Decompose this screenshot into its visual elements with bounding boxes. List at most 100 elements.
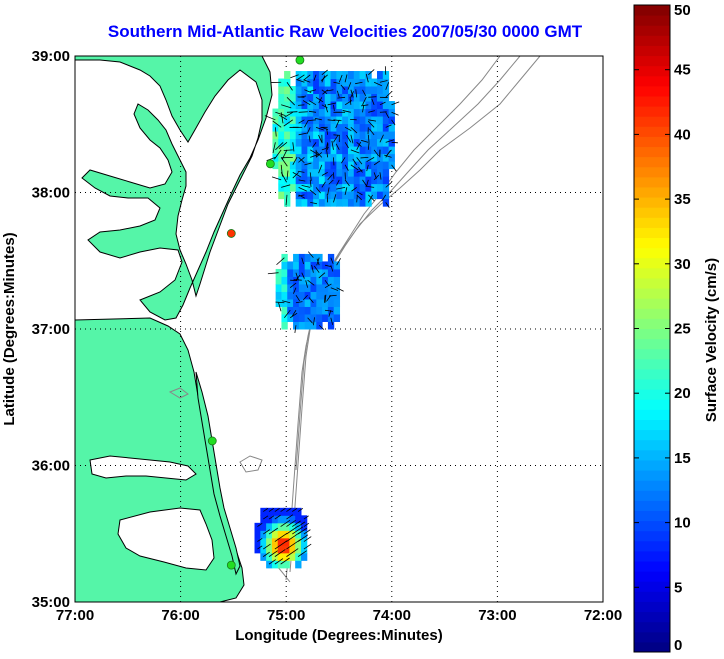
velocity-vector — [292, 507, 298, 512]
velocity-cell — [295, 168, 303, 177]
velocity-cell — [281, 276, 288, 285]
velocity-vector — [294, 325, 297, 333]
velocity-vector — [309, 89, 317, 92]
velocity-cell — [307, 108, 314, 117]
velocity-cell — [333, 276, 341, 285]
velocity-cell — [347, 116, 355, 125]
velocity-vector — [295, 294, 301, 302]
velocity-vector — [365, 185, 375, 188]
velocity-vector — [333, 194, 337, 203]
velocity-cell — [336, 146, 343, 155]
colorbar-band — [634, 5, 670, 16]
velocity-cell — [371, 131, 378, 140]
velocity-cell — [318, 78, 326, 87]
velocity-vector — [379, 101, 386, 106]
velocity-cell — [377, 176, 384, 185]
velocity-cell — [330, 176, 337, 185]
velocity-vector — [336, 90, 340, 98]
velocity-vector — [337, 96, 346, 99]
velocity-cell — [377, 116, 384, 125]
velocity-vector — [307, 279, 315, 286]
velocity-vector — [315, 126, 324, 131]
colorbar-tick-label: 5 — [674, 579, 682, 596]
velocity-cell — [301, 131, 308, 140]
velocity-cell — [347, 183, 355, 192]
velocity-cell — [301, 183, 308, 192]
velocity-cell — [284, 138, 291, 147]
velocity-cell — [301, 138, 308, 147]
colorbar-band — [634, 65, 670, 77]
velocity-cell — [342, 183, 349, 192]
velocity-cell — [371, 101, 378, 110]
velocity-cell — [283, 560, 290, 569]
colorbar-band — [634, 338, 670, 350]
velocity-cell — [295, 71, 303, 80]
velocity-cell — [310, 298, 317, 307]
velocity-vector — [338, 74, 343, 83]
velocity-cell — [277, 552, 285, 561]
velocity-cell — [310, 261, 317, 270]
velocity-cell — [304, 261, 311, 270]
velocity-cell — [382, 116, 390, 125]
colorbar-band — [634, 561, 670, 572]
colorbar-band — [634, 439, 670, 451]
velocity-cell — [298, 276, 306, 285]
velocity-cell — [277, 530, 285, 539]
velocity-vector — [385, 82, 390, 90]
velocity-vector — [373, 149, 379, 157]
colorbar-band — [634, 581, 670, 592]
velocity-cell — [278, 131, 285, 140]
velocity-vector — [283, 119, 294, 127]
velocity-cell — [353, 131, 361, 140]
velocity-cell — [316, 313, 323, 322]
velocity-vector — [385, 202, 390, 208]
velocity-vector — [272, 120, 282, 128]
velocity-cell — [365, 198, 372, 207]
colorbar-label: Surface Velocity (cm/s) — [703, 258, 720, 422]
velocity-vector — [263, 507, 269, 512]
velocity-cell — [289, 93, 297, 102]
y-tick-label: 37:00 — [32, 321, 70, 338]
velocity-vector — [335, 143, 340, 151]
velocity-cell — [324, 93, 332, 102]
velocity-cell — [271, 522, 279, 531]
velocity-vector — [379, 111, 387, 113]
velocity-vector — [309, 172, 312, 181]
velocity-cell — [330, 123, 337, 132]
velocity-cell — [382, 71, 390, 80]
velocity-vector — [344, 126, 352, 132]
velocity-cell — [295, 198, 303, 207]
velocity-cell — [301, 176, 308, 185]
velocity-cell — [310, 313, 317, 322]
velocity-vector — [330, 317, 334, 325]
velocity-vector — [373, 81, 382, 87]
velocity-cell — [324, 108, 332, 117]
velocity-vector — [385, 112, 390, 119]
velocity-vector — [367, 120, 375, 128]
velocity-cell — [377, 71, 384, 80]
velocity-cell — [301, 93, 308, 102]
velocity-vector — [385, 139, 395, 143]
velocity-cell — [330, 138, 337, 147]
velocity-vector — [309, 100, 317, 106]
velocity-vector — [301, 272, 305, 279]
velocity-cell — [336, 71, 343, 80]
velocity-vector — [344, 142, 349, 149]
colorbar-band — [634, 318, 670, 329]
y-tick-label: 39:00 — [32, 48, 70, 65]
velocity-cell — [295, 78, 303, 87]
velocity-cell — [377, 138, 384, 147]
velocity-cell — [336, 161, 343, 170]
colorbar-band — [634, 368, 670, 380]
velocity-cell — [342, 191, 349, 200]
velocity-vector — [315, 152, 323, 158]
velocity-cell — [342, 71, 349, 80]
colorbar-gradient — [634, 5, 670, 653]
velocity-cell — [313, 131, 320, 140]
y-axis-label: Latitude (Degrees:Minutes) — [1, 232, 18, 425]
velocity-cell — [382, 101, 390, 110]
velocity-cell — [324, 161, 332, 170]
colorbar-band — [634, 550, 670, 562]
velocity-cell — [371, 116, 378, 125]
velocity-cell — [300, 552, 308, 561]
